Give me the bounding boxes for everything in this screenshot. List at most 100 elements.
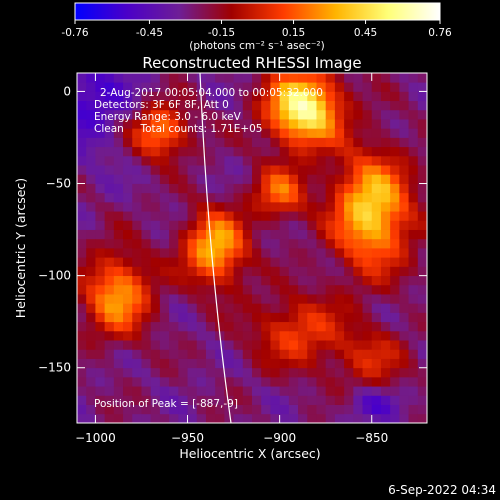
heatmap-cell [408, 340, 419, 350]
heatmap-cell [270, 321, 281, 332]
heatmap-cell [95, 330, 106, 341]
heatmap-cell [344, 386, 354, 396]
heatmap-cell [316, 220, 327, 230]
heatmap-cell [252, 238, 262, 249]
heatmap-cell [242, 238, 253, 249]
heatmap-cell [159, 303, 170, 313]
heatmap-cell [334, 349, 345, 359]
heatmap-cell [196, 183, 207, 194]
heatmap-cell [417, 294, 427, 304]
heatmap-cell [408, 211, 419, 221]
heatmap-cell [215, 100, 225, 111]
x-tick-label: −1000 [75, 431, 116, 445]
heatmap-cell [261, 349, 271, 359]
heatmap-cell [178, 340, 188, 350]
heatmap-cell [390, 165, 400, 175]
heatmap-cell [298, 192, 308, 203]
heatmap-cell [408, 238, 419, 249]
heatmap-cell [279, 220, 290, 230]
heatmap-cell [113, 91, 124, 102]
heatmap-cell [113, 395, 124, 405]
heatmap-cell [344, 201, 354, 212]
heatmap-cell [132, 386, 142, 396]
heatmap-cell [380, 165, 391, 175]
heatmap-cell [104, 284, 115, 295]
heatmap-cell [224, 284, 234, 295]
heatmap-cell [417, 211, 427, 221]
heatmap-cell [159, 211, 170, 221]
heatmap-cell [77, 340, 87, 350]
heatmap-cell [325, 275, 336, 286]
heatmap-cell [159, 349, 170, 359]
heatmap-cell [178, 82, 188, 92]
heatmap-cell [325, 413, 336, 423]
heatmap-cell [344, 413, 354, 423]
heatmap-cell [224, 109, 234, 120]
heatmap-cell [215, 229, 225, 240]
heatmap-cell [344, 109, 354, 120]
heatmap-cell [288, 137, 299, 148]
heatmap-cell [408, 73, 419, 83]
heatmap-cell [113, 238, 124, 249]
heatmap-cell [150, 146, 161, 157]
heatmap-cell [224, 340, 234, 350]
heatmap-cell [123, 294, 133, 304]
heatmap-cell [353, 91, 363, 102]
heatmap-cell [288, 330, 299, 341]
heatmap-cell [169, 91, 179, 102]
heatmap-cell [279, 303, 290, 313]
heatmap-cell [215, 137, 225, 148]
heatmap-cell [215, 404, 225, 415]
heatmap-cell [123, 321, 133, 332]
heatmap-cell [344, 284, 354, 295]
heatmap-cell [417, 395, 427, 405]
heatmap-cell [141, 174, 152, 184]
heatmap-cell [362, 386, 373, 396]
heatmap-cell [316, 146, 327, 157]
heatmap-cell [380, 248, 391, 258]
heatmap-cell [298, 312, 308, 323]
heatmap-cell [325, 349, 336, 359]
heatmap-cell [380, 266, 391, 277]
heatmap-cell [132, 220, 142, 230]
heatmap-cell [279, 91, 290, 102]
heatmap-cell [298, 413, 308, 423]
heatmap-cell [399, 386, 409, 396]
heatmap-cell [159, 395, 170, 405]
heatmap-cell [150, 257, 161, 267]
heatmap-cell [417, 229, 427, 240]
heatmap-cell [224, 376, 234, 387]
heatmap-cell [132, 358, 142, 369]
heatmap-cell [159, 358, 170, 369]
heatmap-cell [344, 294, 354, 304]
heatmap-cell [307, 367, 317, 378]
heatmap-cell [279, 73, 290, 83]
heatmap-cell [270, 386, 281, 396]
heatmap-cell [307, 358, 317, 369]
heatmap-cell [224, 137, 234, 148]
heatmap-cell [334, 386, 345, 396]
heatmap-cell [77, 146, 87, 157]
heatmap-cell [205, 82, 216, 92]
heatmap-cell [141, 349, 152, 359]
heatmap-cell [169, 183, 179, 194]
heatmap-cell [417, 165, 427, 175]
heatmap-cell [371, 238, 382, 249]
heatmap-cell [270, 312, 281, 323]
heatmap-cell [187, 155, 198, 166]
heatmap-cell [123, 395, 133, 405]
heatmap-cell [178, 321, 188, 332]
heatmap-cell [196, 404, 207, 415]
heatmap-cell [95, 192, 106, 203]
heatmap-cell [159, 266, 170, 277]
heatmap-cell [123, 284, 133, 295]
heatmap-cell [141, 340, 152, 350]
heatmap-cell [215, 238, 225, 249]
heatmap-cell [408, 275, 419, 286]
heatmap-cell [390, 155, 400, 166]
heatmap-cell [159, 109, 170, 120]
heatmap-cell [417, 100, 427, 111]
heatmap-cell [178, 109, 188, 120]
heatmap-cell [344, 73, 354, 83]
heatmap-cell [288, 294, 299, 304]
